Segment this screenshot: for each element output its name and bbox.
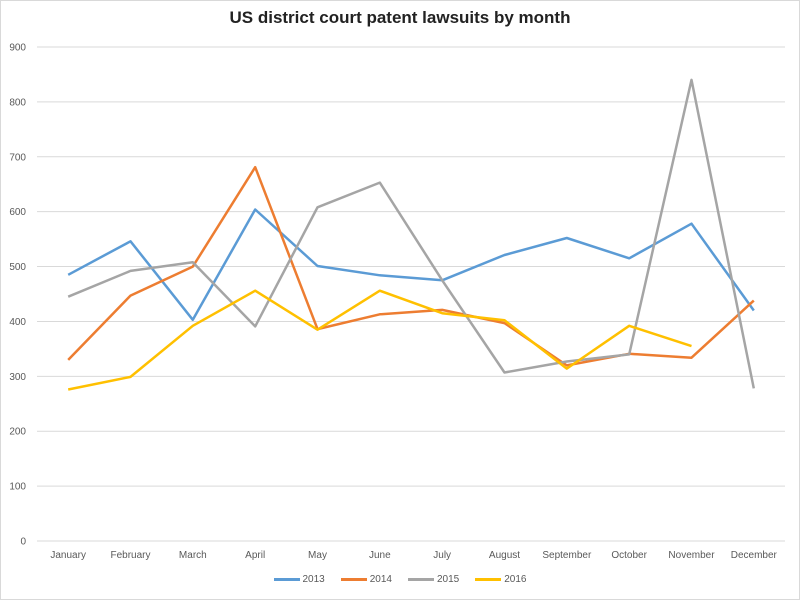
legend-swatch	[273, 578, 300, 581]
x-axis-ticks: January February March April May June July Augu…	[50, 550, 777, 561]
y-tick-label: 0	[20, 537, 26, 548]
legend-label: 2016	[504, 574, 527, 585]
legend-swatch	[340, 578, 367, 581]
gridlines	[37, 46, 785, 542]
x-tick-label: April	[245, 550, 265, 561]
x-tick-label: June	[369, 550, 391, 561]
legend: 2013 2014 2015 2016	[0, 574, 800, 585]
legend-item-2015: 2015	[408, 574, 459, 585]
x-tick-label: March	[179, 550, 207, 561]
y-tick-label: 900	[9, 43, 26, 54]
x-tick-label: February	[110, 550, 150, 561]
legend-swatch	[408, 578, 434, 581]
legend-swatch	[475, 578, 502, 581]
y-tick-label: 700	[9, 152, 26, 163]
chart-title: US district court patent lawsuits by mon…	[229, 8, 571, 27]
x-tick-label: December	[731, 550, 778, 561]
series-lines	[67, 78, 756, 391]
series-line-2014	[67, 165, 755, 367]
x-tick-label: September	[542, 550, 592, 561]
legend-label: 2015	[437, 574, 460, 585]
legend-item-2016: 2016	[475, 574, 527, 585]
y-tick-label: 300	[9, 372, 26, 383]
x-tick-label: November	[668, 550, 715, 561]
x-tick-label: July	[433, 550, 451, 561]
y-tick-label: 500	[9, 262, 26, 273]
legend-label: 2013	[302, 574, 325, 585]
y-tick-label: 600	[9, 207, 26, 218]
y-axis-ticks: 0 100 200 300 400 500 600 700 800 900	[9, 43, 26, 548]
y-tick-label: 200	[9, 427, 26, 438]
x-tick-label: August	[489, 550, 520, 561]
y-tick-label: 100	[9, 482, 26, 493]
x-tick-label: May	[308, 550, 327, 561]
series-line-2016	[67, 289, 692, 391]
x-tick-label: January	[50, 550, 86, 561]
y-tick-label: 800	[9, 97, 26, 108]
legend-label: 2014	[369, 574, 392, 585]
legend-item-2014: 2014	[340, 574, 392, 585]
x-tick-label: October	[611, 550, 647, 561]
y-tick-label: 400	[9, 317, 26, 328]
series-line-2013	[67, 208, 755, 322]
legend-item-2013: 2013	[273, 574, 325, 585]
series-line-2015	[67, 78, 756, 389]
